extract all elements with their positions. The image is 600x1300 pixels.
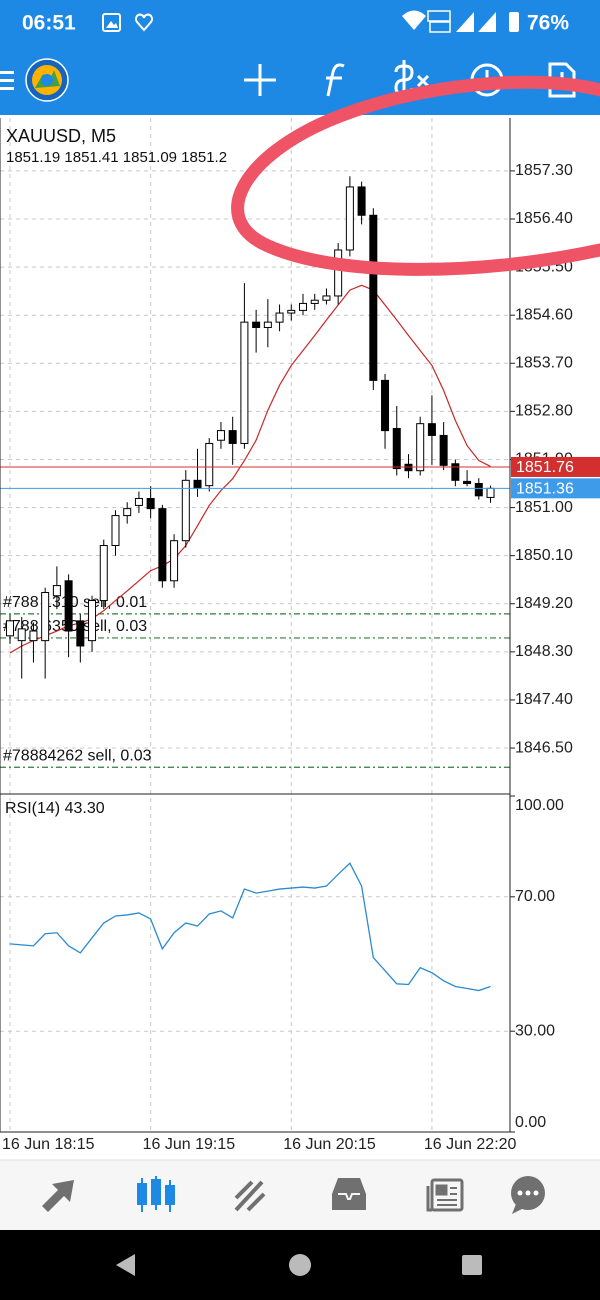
candle-body	[369, 214, 378, 381]
candle-body	[381, 379, 390, 432]
candle-body	[170, 540, 179, 582]
candle-body	[486, 487, 495, 498]
order-label: #78884262 sell, 0.03	[3, 747, 152, 764]
price-tag	[511, 478, 600, 499]
candle-body	[345, 186, 354, 251]
candle-body	[17, 628, 26, 642]
x-tick-label: 16 Jun 19:15	[143, 1136, 236, 1153]
candle-body	[193, 479, 202, 489]
y-tick-label: 30.00	[515, 1022, 555, 1039]
grid-layer	[0, 118, 515, 1133]
candle-body	[427, 423, 436, 436]
y-tick-label: 100.00	[515, 797, 564, 814]
candle-body	[439, 434, 448, 466]
candle-body	[310, 299, 319, 304]
rsi-title: RSI(14) 43.30	[5, 800, 105, 817]
candle-body	[392, 427, 401, 470]
candle-body	[52, 585, 61, 597]
candle-body	[64, 580, 73, 632]
candle-body	[357, 186, 366, 216]
app-bar	[0, 0, 600, 115]
candle-body	[146, 497, 155, 510]
candle-body	[463, 480, 472, 485]
candle-body	[228, 430, 237, 444]
back-button[interactable]	[116, 1254, 135, 1276]
recents-button[interactable]	[462, 1255, 482, 1275]
candle-body	[252, 321, 261, 328]
candle-body	[99, 545, 108, 602]
candle-body	[299, 302, 307, 311]
price-tag-label: 1851.76	[516, 459, 574, 476]
crosshair-button[interactable]	[244, 64, 276, 96]
candle-body	[41, 592, 50, 642]
orders-layer: #788 1310 sell, 0.01 #788 6350 sell, 0.03…	[0, 594, 510, 768]
order-label: #788 6350 sell, 0.03	[3, 618, 147, 635]
candle-body	[216, 430, 225, 441]
series-layer	[0, 176, 510, 992]
trade-tab[interactable]	[234, 1180, 266, 1212]
y-tick-label: 1850.10	[515, 547, 573, 564]
candle-body	[88, 600, 97, 642]
bottom-nav	[0, 1160, 600, 1230]
y-tick-label: 1846.50	[515, 739, 573, 756]
clock: 06:51	[22, 12, 76, 35]
candle-body	[76, 620, 85, 647]
candle-body	[205, 442, 214, 487]
news-tab[interactable]	[426, 1178, 464, 1212]
candle-body	[404, 463, 413, 472]
candle-body	[451, 463, 460, 481]
symbol-title: XAUUSD, M5	[6, 126, 116, 146]
quotes-tab[interactable]	[42, 1180, 74, 1212]
ohlc-readout: 1851.19 1851.41 1851.09 1851.2	[6, 149, 227, 166]
candle-body	[275, 312, 284, 323]
home-button[interactable]	[289, 1254, 311, 1276]
y-tick-label: 1851.00	[515, 499, 573, 516]
price-tag-label: 1851.36	[516, 481, 574, 498]
candle-body	[287, 309, 296, 314]
price-tag	[511, 456, 600, 477]
candle-body	[263, 321, 272, 328]
indicator-line	[9, 862, 491, 992]
y-tick-label: 1852.80	[515, 403, 573, 420]
labels-layer: 1857.301856.401855.501854.601853.701852.…	[2, 162, 600, 1153]
battery-level: 76%	[527, 12, 569, 35]
chart-tab[interactable]	[137, 1176, 175, 1212]
candle-body	[6, 620, 14, 637]
menu-button[interactable]	[0, 71, 14, 90]
y-tick-label: 1848.30	[515, 643, 573, 660]
x-tick-label: 16 Jun 22:20	[424, 1136, 517, 1153]
candle-body	[134, 497, 143, 506]
y-tick-label: 0.00	[515, 1114, 546, 1131]
x-tick-label: 16 Jun 18:15	[2, 1136, 95, 1153]
y-tick-label: 1853.70	[515, 355, 573, 372]
y-tick-label: 1849.20	[515, 595, 573, 612]
candle-body	[240, 321, 249, 444]
candle-body	[123, 508, 132, 517]
y-tick-label: 1847.40	[515, 691, 573, 708]
y-tick-label: 1856.40	[515, 210, 573, 227]
app-logo[interactable]	[25, 58, 69, 102]
y-tick-label: 1857.30	[515, 162, 573, 179]
y-tick-label: 70.00	[515, 888, 555, 905]
x-tick-label: 16 Jun 20:15	[283, 1136, 376, 1153]
status-icons	[102, 10, 519, 33]
hand-drawn-annotation	[231, 75, 600, 276]
candle-body	[474, 483, 483, 497]
candle-body	[416, 423, 425, 472]
indicators-button[interactable]	[326, 63, 345, 97]
candle-body	[181, 479, 190, 542]
chat-tab[interactable]	[511, 1176, 545, 1214]
candle-body	[322, 295, 331, 301]
order-label: #788 1310 sell, 0.01	[3, 594, 147, 611]
candle-body	[334, 249, 343, 297]
candle-body	[29, 630, 38, 642]
candle-body	[158, 508, 167, 582]
y-tick-label: 1854.60	[515, 306, 573, 323]
history-tab[interactable]	[332, 1178, 366, 1210]
candle-body	[111, 515, 120, 547]
